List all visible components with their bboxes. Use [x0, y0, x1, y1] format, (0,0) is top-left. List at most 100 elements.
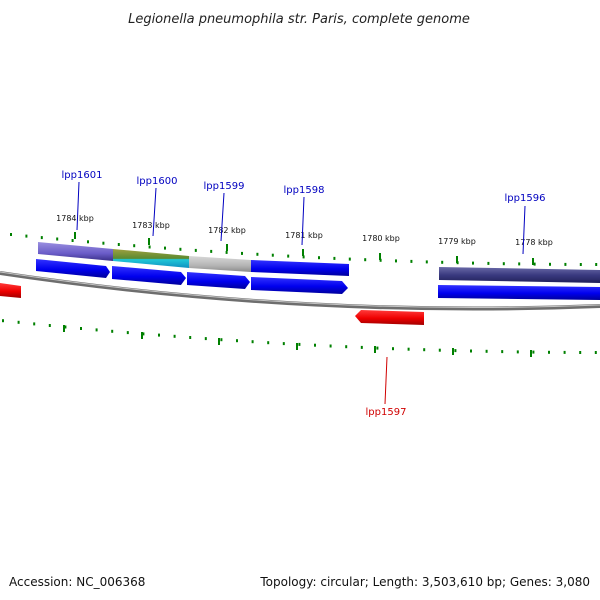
lower-minor-tick: [392, 347, 394, 351]
lower-tick-ruler: [2, 319, 597, 357]
lower-minor-tick: [64, 325, 67, 329]
upper-minor-tick: [71, 239, 74, 242]
feature-bar-lpp1601[interactable]: [38, 242, 113, 261]
lower-major-ticks: [63, 325, 532, 357]
lower-minor-tick: [204, 337, 207, 341]
upper-minor-tick: [210, 249, 213, 253]
lower-minor-tick: [2, 319, 4, 323]
upper-minor-tick: [148, 245, 151, 249]
leader-lpp1597: [384, 356, 388, 405]
accession-text: Accession: NC_006368: [9, 575, 145, 589]
feature-track: [38, 242, 600, 283]
lower-minor-tick: [314, 343, 316, 347]
lower-minor-tick: [95, 328, 98, 332]
upper-minor-tick: [87, 240, 89, 244]
lower-minor-tick: [454, 349, 457, 353]
upper-minor-tick: [302, 255, 305, 259]
lower-minor-ticks: [2, 319, 597, 354]
lower-minor-tick: [407, 347, 410, 351]
upper-tick-ruler: 1784 kbp 1783 kbp 1782 kbp 1781 kbp 1780…: [10, 214, 598, 266]
lower-minor-tick: [501, 350, 504, 354]
lower-minor-tick: [17, 320, 20, 324]
upper-minor-tick: [579, 263, 582, 266]
genome-backbone: [0, 271, 600, 311]
gene-label-lpp1596[interactable]: lpp1596: [505, 193, 546, 204]
upper-minor-tick: [410, 259, 413, 263]
upper-minor-tick: [271, 253, 274, 257]
kbp-label-1781: 1781 kbp: [285, 231, 323, 240]
upper-minor-tick: [333, 256, 336, 260]
genome-title: Legionella pneumophila str. Paris, compl…: [128, 12, 470, 27]
upper-minor-tick: [518, 262, 521, 266]
feature-bar-lpp1596[interactable]: [439, 267, 600, 283]
leader-lpp1600: [152, 187, 157, 237]
lower-minor-tick: [516, 350, 519, 354]
lower-minor-tick: [329, 344, 332, 348]
gene-arrow-lpp1601[interactable]: [36, 259, 110, 278]
lower-minor-tick: [111, 329, 114, 333]
upper-minor-tick: [425, 260, 428, 264]
gene-label-lpp1597[interactable]: lpp1597: [366, 407, 407, 418]
upper-minor-tick: [164, 246, 166, 250]
gene-labels: lpp1601 lpp1600 lpp1599 lpp1598 lpp1597 …: [62, 170, 546, 418]
gene-arrow-lpp1596[interactable]: [438, 285, 600, 300]
lower-minor-tick: [376, 346, 379, 350]
lower-minor-tick: [423, 348, 426, 352]
lower-minor-tick: [220, 338, 223, 342]
upper-minor-tick: [102, 241, 105, 245]
gene-arrow-lpp1599[interactable]: [187, 272, 250, 289]
upper-major-ticks: [74, 232, 534, 265]
upper-minor-tick: [487, 261, 490, 265]
lower-minor-tick: [142, 332, 145, 336]
leader-lpp1598: [301, 196, 305, 246]
gene-arrow-lpp1600[interactable]: [112, 266, 186, 285]
upper-minor-tick: [564, 262, 567, 266]
upper-minor-tick: [472, 261, 474, 265]
kbp-label-1782: 1782 kbp: [208, 226, 246, 235]
lower-minor-tick: [360, 345, 363, 349]
feature-bar-lpp1600[interactable]: [113, 249, 189, 268]
upper-minor-tick: [40, 236, 43, 240]
upper-minor-tick: [241, 251, 243, 255]
feature-bar-lpp1598[interactable]: [251, 260, 349, 276]
lower-minor-tick: [189, 336, 192, 339]
lower-minor-tick: [594, 351, 597, 354]
upper-minor-tick: [533, 262, 536, 266]
lower-minor-tick: [33, 322, 36, 326]
upper-minor-tick: [179, 247, 182, 251]
gene-label-lpp1599[interactable]: lpp1599: [204, 181, 245, 192]
upper-minor-tick: [364, 258, 367, 262]
gene-label-lpp1601[interactable]: lpp1601: [62, 170, 103, 181]
upper-minor-tick: [287, 254, 290, 258]
gene-arrow-lpp1598[interactable]: [251, 277, 348, 294]
lower-minor-tick: [438, 348, 441, 352]
gene-label-lpp1598[interactable]: lpp1598: [284, 185, 325, 196]
upper-minor-tick: [395, 259, 397, 263]
kbp-label-1784: 1784 kbp: [56, 214, 94, 223]
gene-label-lpp1600[interactable]: lpp1600: [137, 176, 178, 187]
leader-lpp1601: [76, 181, 80, 231]
lower-minor-tick: [236, 339, 238, 343]
upper-minor-tick: [348, 257, 351, 261]
gene-label-leaders: [76, 181, 526, 405]
lower-minor-tick: [345, 345, 348, 349]
reverse-strand-genes: [0, 283, 424, 325]
upper-minor-tick: [549, 262, 551, 266]
upper-minor-tick: [318, 256, 320, 260]
gene-arrow-partial-left[interactable]: [0, 283, 21, 298]
upper-minor-tick: [441, 260, 444, 264]
gene-arrow-lpp1597[interactable]: [355, 310, 424, 325]
upper-minor-tick: [595, 263, 598, 266]
feature-bar-lpp1599[interactable]: [189, 256, 251, 272]
upper-minor-tick: [194, 248, 197, 252]
upper-minor-tick: [225, 250, 228, 254]
kbp-label-1783: 1783 kbp: [132, 221, 170, 230]
lower-minor-tick: [563, 350, 566, 354]
upper-minor-tick: [256, 252, 259, 256]
leader-lpp1596: [522, 205, 526, 255]
kbp-label-1779: 1779 kbp: [438, 237, 476, 246]
lower-minor-tick: [548, 350, 550, 354]
lower-minor-tick: [282, 342, 285, 346]
upper-minor-tick: [10, 233, 12, 236]
